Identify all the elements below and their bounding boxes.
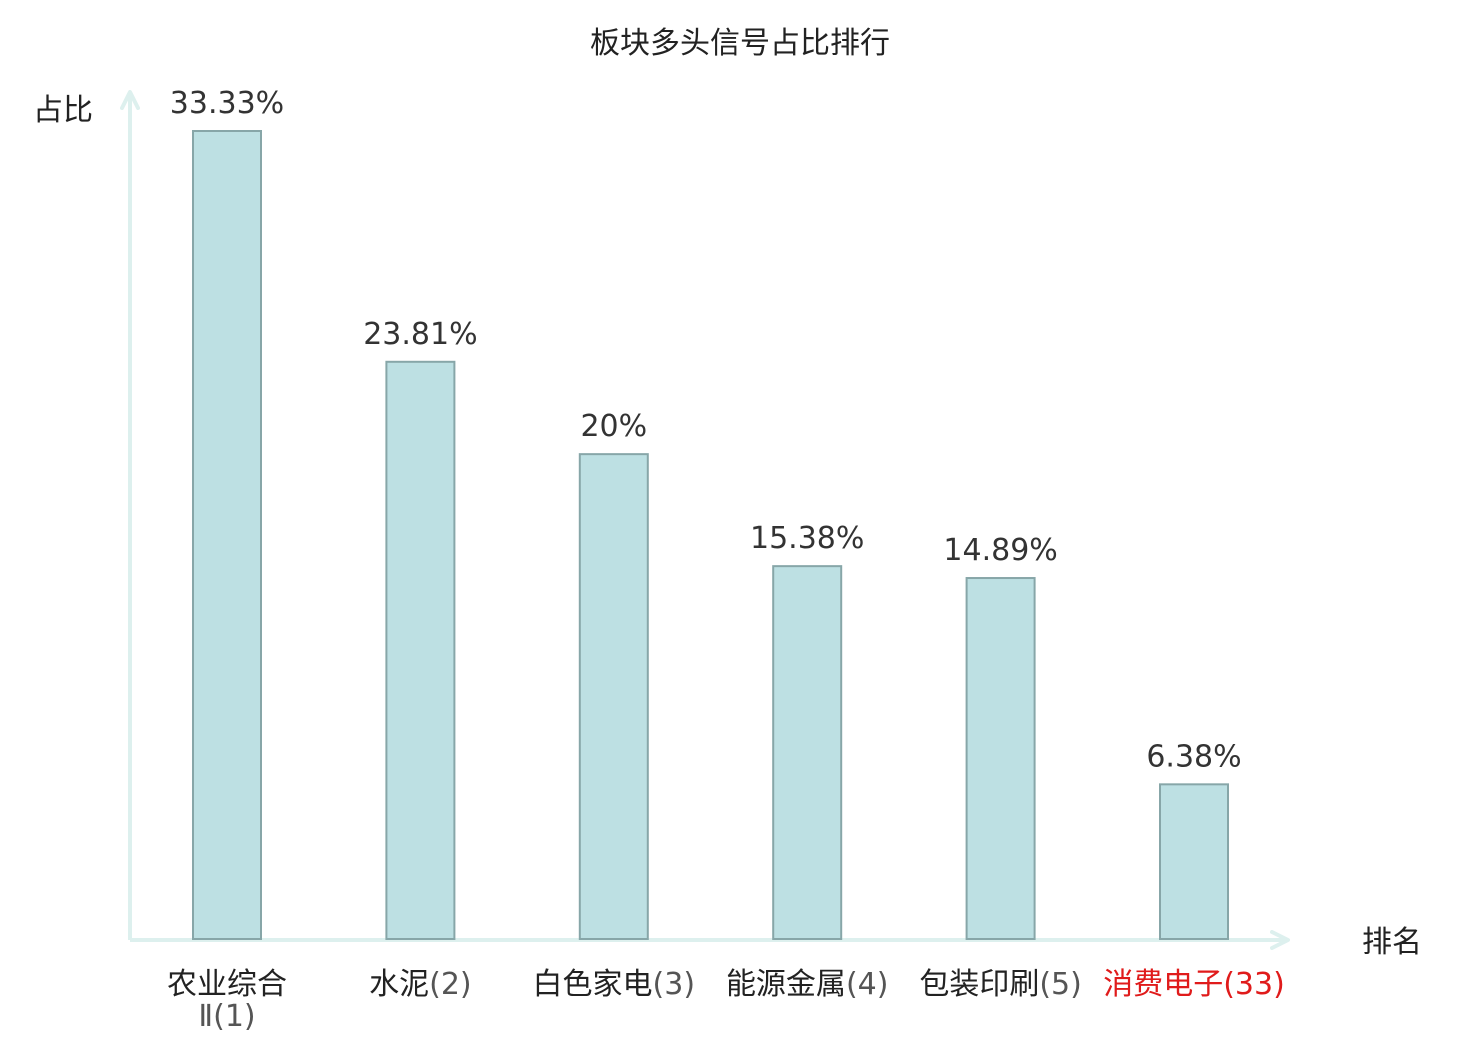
bar [965,577,1036,940]
category-name: 白色家电 [533,967,653,1002]
category-label: 能源金属(4) [726,967,889,1002]
value-label: 23.81% [363,317,477,352]
value-label: 6.38% [1146,739,1241,774]
category-name: 水泥 [369,967,429,1002]
category-rank: (4) [846,967,889,1002]
category-rank: (1) [213,999,256,1034]
category-name-tail: Ⅱ [198,999,213,1034]
bar [1159,783,1229,940]
category-rank: (5) [1039,967,1082,1002]
category-name: 包装印刷 [919,967,1039,1002]
chart-title: 板块多头信号占比排行 [590,26,890,61]
bar [578,453,649,940]
value-labels-layer: 33.33% 23.81% 20% 15.38% 14.89% 6.38% [170,86,1242,774]
category-name: 能源金属 [726,967,846,1002]
bar [385,360,456,940]
category-label-line2: Ⅱ(1) [198,999,255,1034]
category-rank: (2) [429,967,472,1002]
bars-layer [192,130,1229,940]
bar [772,565,843,940]
value-label: 15.38% [750,521,864,556]
category-label: 消费电子(33) [1103,967,1285,1002]
x-axis-title: 排名 [1362,925,1422,960]
y-axis-title: 占比 [33,93,93,128]
value-label: 14.89% [943,533,1057,568]
category-rank: (33) [1223,967,1285,1002]
category-label: 水泥(2) [369,967,472,1002]
value-label: 33.33% [170,86,284,121]
category-label: 农业综合 [167,967,287,1002]
value-label: 20% [580,409,647,444]
category-label: 包装印刷(5) [919,967,1082,1002]
category-name: 消费电子 [1103,967,1223,1002]
bar [192,130,262,940]
category-rank: (3) [653,967,696,1002]
category-label: 白色家电(3) [533,967,696,1002]
